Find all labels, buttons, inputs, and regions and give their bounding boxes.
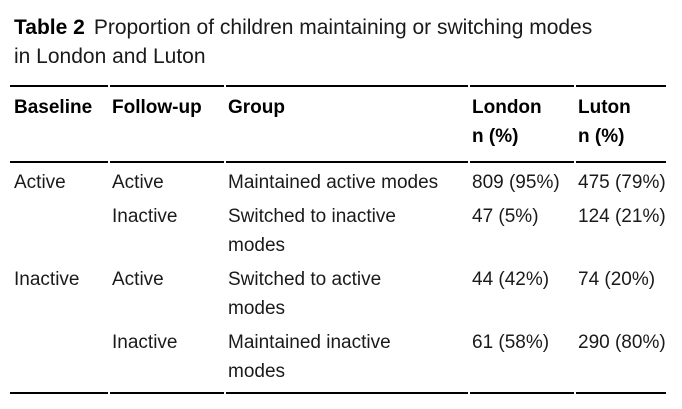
cell-followup: Active (112, 269, 164, 290)
group-line: modes (228, 235, 286, 256)
header-row: Baseline Follow-up Group London n (%) Lu… (10, 85, 666, 163)
table-row: Inactive Maintained inactive modes 61 (5… (10, 323, 666, 394)
cell-followup: Inactive (110, 323, 224, 394)
group-line: modes (228, 361, 286, 382)
cell-london-value: 47 (5%) (472, 206, 539, 227)
column-header-london: London n (%) (470, 85, 574, 163)
cell-group: Switched to inactive modes (226, 197, 468, 260)
column-header-luton: Luton n (%) (576, 85, 666, 163)
cell-group: Maintained inactive modes (226, 323, 468, 394)
table-caption-line2: in London and Luton (14, 45, 206, 68)
column-header-label: Group (228, 97, 285, 118)
cell-followup: Active (112, 172, 164, 193)
cell-baseline (10, 323, 108, 394)
table-row: Inactive Active Switched to active modes… (10, 260, 666, 323)
column-header-followup: Follow-up (110, 85, 224, 163)
cell-followup: Inactive (112, 206, 178, 227)
cell-luton-value: 74 (20%) (578, 269, 656, 290)
cell-baseline: Inactive (14, 269, 80, 290)
cell-group: Switched to active modes (226, 260, 468, 323)
cell-luton-value: 475 (79%) (578, 172, 666, 193)
cell-london-value: 809 (95%) (472, 172, 560, 193)
column-header-label: Luton (578, 97, 631, 118)
table-caption-line1: Table 2 Proportion of children maintainin… (14, 13, 672, 42)
table-row: Inactive Switched to inactive modes 47 (… (10, 197, 666, 260)
group-line: Switched to inactive (228, 206, 396, 227)
column-header-label: Follow-up (112, 97, 202, 118)
table-caption: Table 2 Proportion of children maintainin… (14, 13, 672, 71)
column-header-label: Baseline (14, 97, 93, 118)
column-header-baseline: Baseline (10, 85, 108, 163)
group-line: Maintained inactive (228, 332, 391, 353)
column-header-group: Group (226, 85, 468, 163)
cell-group: Maintained active modes (226, 163, 468, 197)
cell-baseline: Active (14, 172, 66, 193)
column-header-sublabel: n (%) (578, 126, 625, 147)
cell-luton-value: 290 (80%) (576, 323, 666, 394)
group-line: Maintained active modes (228, 172, 439, 193)
column-header-sublabel: n (%) (472, 126, 519, 147)
table-caption-text: Proportion of children maintaining or sw… (93, 16, 593, 39)
cell-luton-value: 124 (21%) (578, 206, 666, 227)
table-row: Active Active Maintained active modes 80… (10, 163, 666, 197)
group-line: Switched to active (228, 269, 382, 290)
cell-baseline (10, 197, 108, 260)
group-line: modes (228, 298, 286, 319)
column-header-label: London (472, 97, 542, 118)
cell-london-value: 61 (58%) (470, 323, 574, 394)
table-number-label: Table 2 (14, 16, 85, 39)
cell-london-value: 44 (42%) (472, 269, 550, 290)
results-table: Baseline Follow-up Group London n (%) Lu… (8, 85, 668, 394)
